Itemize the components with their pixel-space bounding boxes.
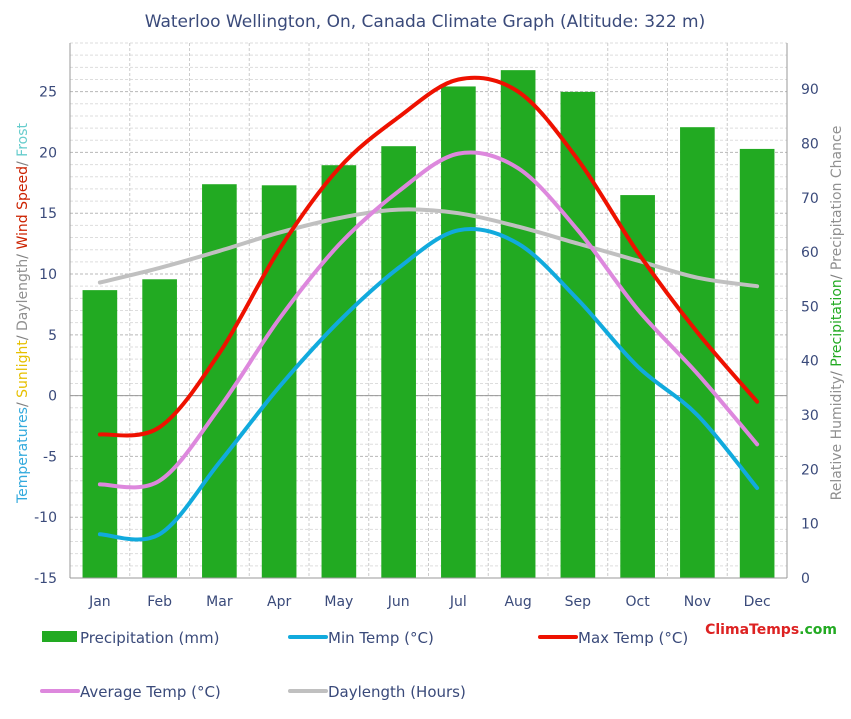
precipitation-bar: [321, 165, 357, 578]
axis-label-part: /: [829, 270, 845, 279]
left-tick-label: 15: [39, 206, 57, 222]
x-tick-label: Aug: [504, 594, 531, 610]
precipitation-bar: [680, 127, 715, 579]
precipitation-bar: [739, 148, 775, 579]
legend-label: Max Temp (°C): [578, 629, 688, 647]
chart-title: Waterloo Wellington, On, Canada Climate …: [145, 12, 706, 32]
x-tick-label: Jul: [449, 594, 467, 610]
left-tick-label: -10: [34, 510, 57, 526]
axis-label-part: /: [15, 250, 31, 259]
max-temp-line: [97, 75, 760, 438]
precipitation-bar: [560, 91, 596, 579]
x-tick-label: Nov: [684, 594, 711, 610]
axis-label-part: /: [829, 367, 845, 376]
legend: Precipitation (mm) Min Temp (°C) Max Temp …: [40, 629, 688, 701]
brand-logo[interactable]: ClimaTemps.com: [705, 622, 837, 638]
x-tick-label: Oct: [626, 594, 651, 610]
legend-label: Daylength (Hours): [328, 683, 466, 701]
right-axis-ticks: 0 10 20 30 40 50 60 70 80 90: [801, 82, 819, 587]
right-tick-label: 0: [801, 571, 810, 587]
left-tick-label: 0: [48, 389, 57, 405]
right-tick-label: 50: [801, 299, 819, 315]
axis-label-part: Sunlight: [15, 340, 31, 398]
legend-label: Min Temp (°C): [328, 629, 434, 647]
x-tick-label: Jun: [387, 594, 410, 610]
x-tick-label: Jan: [88, 594, 111, 610]
left-tick-label: 20: [39, 145, 57, 161]
left-tick-label: 5: [48, 328, 57, 344]
x-tick-label: Dec: [744, 594, 771, 610]
right-axis-label: Relative Humidity/ Precipitation/ Precip…: [829, 126, 845, 501]
axis-label-part: Daylength: [15, 259, 31, 331]
x-axis-ticks: Jan Feb Mar Apr May Jun Jul Aug Sep Oct Nov Dec: [88, 594, 771, 610]
min-temp-line: [97, 227, 760, 542]
left-tick-label: -15: [34, 571, 57, 587]
legend-label: Average Temp (°C): [80, 683, 221, 701]
precipitation-bar: [261, 185, 297, 578]
precipitation-bar: [441, 86, 476, 578]
right-tick-label: 30: [801, 408, 819, 424]
left-axis-ticks: -15 -10 -5 0 5 10 15 20 25: [34, 85, 57, 587]
right-tick-label: 40: [801, 354, 819, 370]
grid-lines: [70, 42, 787, 578]
legend-label: Precipitation (mm): [80, 629, 219, 647]
precipitation-bar: [500, 70, 536, 579]
axis-label-part: Relative Humidity: [829, 376, 845, 500]
axes: [69, 43, 788, 579]
x-tick-label: May: [324, 594, 353, 610]
right-tick-label: 90: [801, 82, 819, 98]
average-temp-line: [97, 150, 760, 490]
left-axis-label: Temperatures/ Sunlight/ Daylength/ Wind …: [15, 123, 31, 504]
precipitation-bar: [202, 184, 237, 579]
axis-label-part: Temperatures: [15, 407, 31, 504]
left-tick-label: -5: [43, 449, 57, 465]
axis-label-part: /: [15, 398, 31, 407]
x-tick-label: Feb: [147, 594, 172, 610]
right-tick-label: 20: [801, 462, 819, 478]
temperature-lines: [97, 75, 760, 542]
x-tick-label: Sep: [565, 594, 592, 610]
axis-label-part: /: [15, 157, 31, 166]
left-tick-label: 25: [39, 85, 57, 101]
axis-label-part: Precipitation: [829, 279, 845, 367]
x-tick-label: Apr: [267, 594, 291, 610]
left-tick-label: 10: [39, 267, 57, 283]
precipitation-bar: [381, 146, 416, 578]
axis-label-part: Frost: [15, 123, 31, 157]
legend-swatch-precipitation: [42, 631, 77, 642]
axis-label-part: Precipitation Chance: [829, 126, 845, 270]
right-tick-label: 80: [801, 136, 819, 152]
right-tick-label: 60: [801, 245, 819, 261]
axis-label-part: Wind Speed: [15, 166, 31, 250]
x-tick-label: Mar: [206, 594, 233, 610]
right-tick-label: 70: [801, 191, 819, 207]
axis-label-part: /: [15, 331, 31, 340]
right-tick-label: 10: [801, 517, 819, 533]
